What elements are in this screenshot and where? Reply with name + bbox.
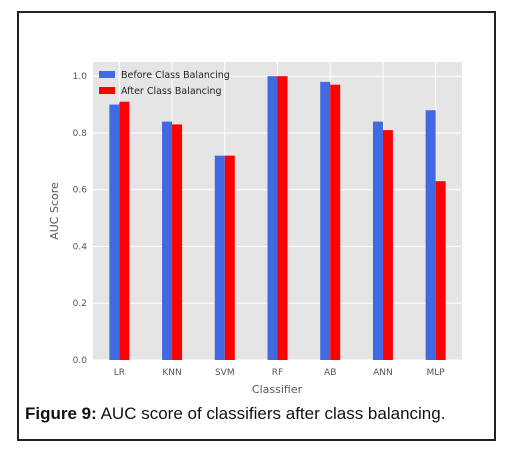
caption-text: AUC score of classifiers after class bal… <box>96 404 446 423</box>
legend-label-before: Before Class Balancing <box>121 70 230 81</box>
bar-svm-before <box>214 155 225 360</box>
x-tick-label: SVM <box>215 368 235 378</box>
bar-rf-after <box>277 76 288 360</box>
figure-caption: Figure 9: AUC score of classifiers after… <box>25 404 495 424</box>
legend-swatch-after <box>99 87 115 94</box>
y-tick-label: 0.2 <box>73 299 87 309</box>
bar-mlp-before <box>425 110 436 360</box>
bar-ann-after <box>382 130 393 360</box>
x-tick-label: RF <box>272 368 283 378</box>
caption-label: Figure 9: <box>25 404 97 423</box>
bar-ab-before <box>320 81 331 360</box>
legend: Before Class Balancing After Class Balan… <box>99 70 230 97</box>
bar-lr-before <box>109 104 120 360</box>
bar-mlp-after <box>435 181 446 360</box>
bar-ab-after <box>330 84 341 360</box>
bar-knn-before <box>162 121 173 360</box>
x-axis-label: Classifier <box>252 383 303 396</box>
bar-knn-after <box>172 124 183 360</box>
y-tick-label: 0.8 <box>73 129 88 139</box>
bar-rf-before <box>267 76 278 360</box>
y-tick-label: 1.0 <box>73 72 88 82</box>
legend-swatch-before <box>99 71 115 78</box>
bar-ann-before <box>372 121 383 360</box>
x-tick-labels: LR KNN SVM RF AB ANN MLP <box>114 368 446 378</box>
y-tick-label: 0.4 <box>73 242 88 252</box>
x-tick-label: MLP <box>427 368 446 378</box>
y-axis-label: AUC Score <box>48 182 61 240</box>
x-tick-label: KNN <box>162 368 181 378</box>
bar-svm-after <box>224 155 235 360</box>
y-tick-label: 0.0 <box>73 356 88 366</box>
x-tick-label: LR <box>114 368 125 378</box>
bar-lr-after <box>119 101 130 360</box>
bars <box>109 76 446 360</box>
y-tick-label: 0.6 <box>73 186 88 196</box>
legend-label-after: After Class Balancing <box>121 86 222 97</box>
x-tick-label: ANN <box>373 368 393 378</box>
y-tick-labels: 0.0 0.2 0.4 0.6 0.8 1.0 <box>73 72 88 366</box>
x-tick-label: AB <box>324 368 336 378</box>
chart: 0.0 0.2 0.4 0.6 0.8 1.0 LR KNN SVM RF AB ANN MLP Cl… <box>48 62 462 396</box>
